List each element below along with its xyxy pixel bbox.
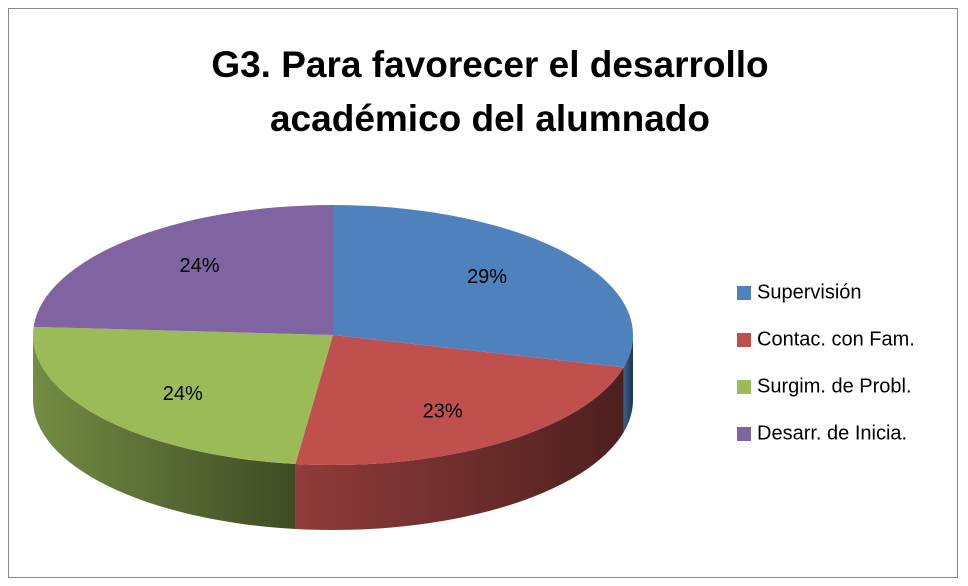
legend-label: Supervisión: [757, 281, 862, 303]
pie-slice-side: [295, 367, 624, 530]
data-label: 24%: [163, 383, 203, 405]
legend-label: Contac. con Fam.: [757, 328, 915, 350]
pie-slice-side: [33, 335, 296, 529]
pie-slice: [333, 205, 633, 368]
legend-swatch: [737, 333, 751, 347]
pie-slice: [32, 326, 333, 464]
data-label: 24%: [179, 255, 219, 277]
legend-swatch: [737, 427, 751, 441]
pie-slice-side: [623, 335, 633, 433]
pie-slice: [33, 205, 333, 335]
pie-slice: [295, 335, 624, 465]
legend-swatch: [737, 380, 751, 394]
legend-label: Surgim. de Probl.: [757, 375, 912, 397]
data-label: 29%: [467, 266, 507, 288]
legend-swatch: [737, 286, 751, 300]
legend-label: Desarr. de Inicia.: [757, 422, 907, 444]
data-label: 23%: [423, 401, 463, 423]
chart-title: G3. Para favorecer el desarrollo académi…: [211, 44, 769, 139]
